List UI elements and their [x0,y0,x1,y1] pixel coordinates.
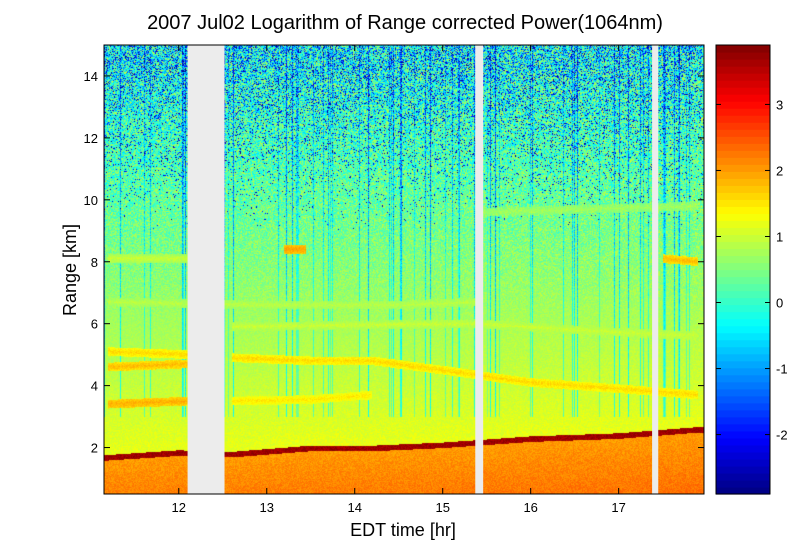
colorbar-step [716,395,770,404]
colorbar-step [716,332,770,341]
plot-frame [103,44,705,495]
colorbar-step [716,325,770,334]
colorbar-step [716,444,770,453]
colorbar-step [716,304,770,313]
colorbar-step [716,45,770,53]
plot-area [103,44,705,495]
colorbar-step [716,465,770,474]
colorbar-step [716,59,770,67]
colorbar-tick-label: -2 [776,428,788,443]
colorbar-step [716,388,770,397]
colorbar-tick-label: 0 [776,296,783,311]
colorbar-step [716,409,770,418]
data-gap [652,45,659,494]
colorbar-step [716,115,770,123]
y-tick-label: 8 [91,255,98,270]
colorbar-step [716,199,770,207]
colorbar-step [716,346,770,355]
colorbar-step [716,213,770,221]
colorbar-step [716,269,770,278]
x-tick-label: 15 [435,500,449,515]
colorbar-step [716,430,770,439]
colorbar-step [716,80,770,88]
x-tick-label: 12 [172,500,186,515]
y-tick-label: 14 [84,69,98,84]
colorbar-step [716,227,770,236]
data-gap [187,45,225,494]
data-gaps [187,45,659,494]
colorbar-ticks: -2 -1 0 1 2 3 [716,97,788,443]
colorbar-step [716,73,770,81]
chart-title: 2007 Jul02 Logarithm of Range corrected … [147,12,663,34]
x-tick-label: 14 [347,500,361,515]
colorbar-step [716,52,770,60]
colorbar-step [716,178,770,186]
colorbar-step [716,101,770,109]
colorbar-step [716,136,770,144]
colorbar-step [716,143,770,151]
colorbar-step [716,157,770,165]
colorbar-step [716,150,770,158]
colorbar-step [716,416,770,425]
colorbar-step [716,164,770,172]
colorbar-step [716,311,770,320]
colorbar-step [716,108,770,116]
colorbar-step [716,367,770,376]
y-tick-label: 12 [84,131,98,146]
colorbar-step [716,381,770,390]
colorbar-step [716,360,770,369]
colorbar-tick-label: 3 [776,97,783,112]
colorbar-step [716,122,770,130]
colorbar-step [716,486,770,495]
colorbar-step [716,458,770,467]
colorbar-step [716,185,770,193]
colorbar-step [716,94,770,102]
x-tick-label: 13 [260,500,274,515]
colorbar-step [716,234,770,243]
y-axis-label: Range [km] [60,224,80,316]
x-tick-label: 17 [611,500,625,515]
colorbar-tick-label: 1 [776,229,783,244]
colorbar-tick-label: 2 [776,163,783,178]
colorbar-step [716,437,770,446]
colorbar-step [716,451,770,460]
colorbar-step [716,276,770,285]
colorbar: -2 -1 0 1 2 3 [715,44,788,495]
colorbar-step [716,192,770,200]
colorbar-step [716,374,770,383]
y-tick-label: 6 [91,317,98,332]
colorbar-tick-label: -1 [776,362,788,377]
colorbar-step [716,423,770,432]
colorbar-step [716,283,770,292]
colorbar-step [716,248,770,257]
colorbar-step [716,206,770,214]
colorbar-step [716,220,770,229]
y-tick-label: 4 [91,379,98,394]
data-gap [475,45,484,494]
colorbar-step [716,129,770,137]
colorbar-step [716,402,770,411]
colorbar-step [716,262,770,271]
colorbar-frame [715,44,771,495]
colorbar-step [716,297,770,306]
colorbar-gradient [716,45,770,495]
colorbar-step [716,290,770,299]
colorbar-step [716,339,770,348]
colorbar-step [716,66,770,74]
y-tick-label: 2 [91,441,98,456]
y-axis-ticks: 2 4 6 8 10 12 14 [84,69,704,456]
x-tick-label: 16 [523,500,537,515]
y-tick-label: 10 [84,193,98,208]
colorbar-step [716,479,770,488]
colorbar-step [716,472,770,481]
colorbar-step [716,241,770,250]
x-axis-label: EDT time [hr] [350,520,456,540]
x-axis-ticks: 12 13 14 15 16 17 [172,45,626,515]
colorbar-step [716,171,770,179]
colorbar-step [716,255,770,264]
colorbar-step [716,353,770,362]
colorbar-step [716,87,770,95]
colorbar-step [716,318,770,327]
